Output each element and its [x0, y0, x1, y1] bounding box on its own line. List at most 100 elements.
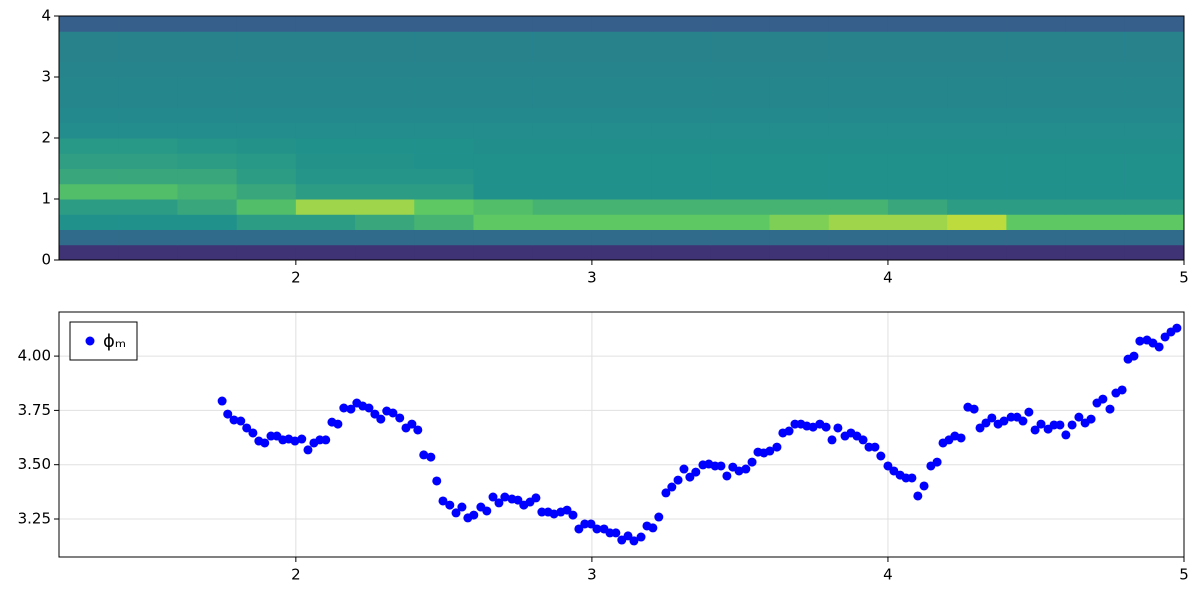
heat-cell — [473, 77, 534, 93]
scatter-point — [1086, 414, 1096, 424]
heat-cell — [887, 199, 948, 215]
heat-cell — [947, 16, 1007, 32]
heat-cell — [295, 214, 356, 230]
heat-cell — [473, 244, 534, 261]
heat-cell — [295, 229, 356, 246]
heat-cell — [651, 61, 711, 78]
heat-cell — [1006, 77, 1067, 93]
heat-cell — [532, 138, 593, 154]
heat-cell — [828, 183, 889, 200]
x-tick-label: 2 — [291, 269, 301, 287]
heat-cell — [1124, 244, 1185, 261]
heat-cell — [710, 168, 771, 185]
heat-cell — [769, 229, 830, 246]
heat-cell — [887, 46, 948, 63]
heat-cell — [591, 31, 652, 47]
heat-cell — [414, 138, 474, 154]
heat-cell — [828, 46, 889, 63]
scatter-point — [629, 536, 639, 546]
scatter-point — [217, 396, 227, 406]
heat-cell — [651, 77, 711, 93]
heat-cell — [710, 244, 771, 261]
heat-cell — [414, 153, 474, 169]
heat-cell — [118, 92, 178, 108]
heat-cell — [1006, 183, 1067, 200]
scatter-point — [969, 404, 979, 414]
heat-cell — [769, 183, 830, 200]
heat-cell — [710, 92, 771, 108]
heat-cell — [295, 46, 356, 63]
heat-cell — [177, 153, 238, 169]
heat-cell — [236, 138, 297, 154]
heat-cell — [651, 244, 711, 261]
heat-cell — [355, 77, 415, 93]
scatter-point — [438, 496, 448, 506]
scatter-point — [248, 428, 258, 438]
scatter-point — [1067, 420, 1077, 430]
scatter-point — [586, 519, 596, 529]
heat-cell — [769, 46, 830, 63]
scatter-point — [229, 415, 239, 425]
heat-cell — [769, 107, 830, 124]
heat-cell — [1006, 31, 1067, 47]
heat-cell — [177, 138, 238, 154]
scatter-point — [636, 532, 646, 542]
heat-cell — [177, 244, 238, 261]
heat-cell — [1065, 46, 1126, 63]
heat-cell — [887, 153, 948, 169]
heat-cell — [295, 138, 356, 154]
heat-cell — [355, 229, 415, 246]
scatter-point — [827, 435, 837, 445]
heat-cell — [947, 61, 1007, 78]
heat-cell — [1006, 244, 1067, 261]
scatter-point — [1135, 336, 1145, 346]
heat-cell — [236, 229, 297, 246]
heat-cell — [1065, 122, 1126, 139]
heat-cell — [887, 214, 948, 230]
heat-cell — [828, 153, 889, 169]
heat-cell — [59, 61, 119, 78]
heat-cell — [355, 168, 415, 185]
heat-cell — [828, 77, 889, 93]
scatter-point — [1024, 407, 1034, 417]
heat-cell — [1124, 199, 1185, 215]
heat-cell — [473, 46, 534, 63]
heat-cell — [710, 31, 771, 47]
heat-cell — [651, 107, 711, 124]
heat-cell — [177, 61, 238, 78]
heat-cell — [591, 199, 652, 215]
scatter-point — [494, 498, 504, 508]
heat-cell — [532, 122, 593, 139]
heat-cell — [414, 214, 474, 230]
scatter-point — [1074, 412, 1084, 422]
heat-cell — [1124, 77, 1185, 93]
heat-cell — [651, 16, 711, 32]
heat-cell — [295, 199, 356, 215]
heat-cell — [295, 153, 356, 169]
scatter-point — [611, 528, 621, 538]
heat-cell — [177, 199, 238, 215]
heat-cell — [59, 107, 119, 124]
heat-cell — [651, 229, 711, 246]
heat-cell — [473, 168, 534, 185]
scatter-point — [574, 524, 584, 534]
heat-cell — [1124, 183, 1185, 200]
heat-cell — [532, 107, 593, 124]
heat-cell — [355, 244, 415, 261]
heat-cell — [591, 122, 652, 139]
heat-cell — [59, 183, 119, 200]
scatter-point — [673, 475, 683, 485]
scatter-point — [488, 492, 498, 502]
heat-cell — [651, 46, 711, 63]
heat-cell — [118, 183, 178, 200]
heat-cell — [177, 77, 238, 93]
scatter-point — [821, 422, 831, 432]
heat-cell — [295, 61, 356, 78]
heat-cell — [355, 138, 415, 154]
heat-cell — [947, 183, 1007, 200]
scatter-point — [370, 409, 380, 419]
heat-cell — [591, 77, 652, 93]
heat-cell — [769, 122, 830, 139]
heat-cell — [828, 122, 889, 139]
heat-cell — [828, 214, 889, 230]
